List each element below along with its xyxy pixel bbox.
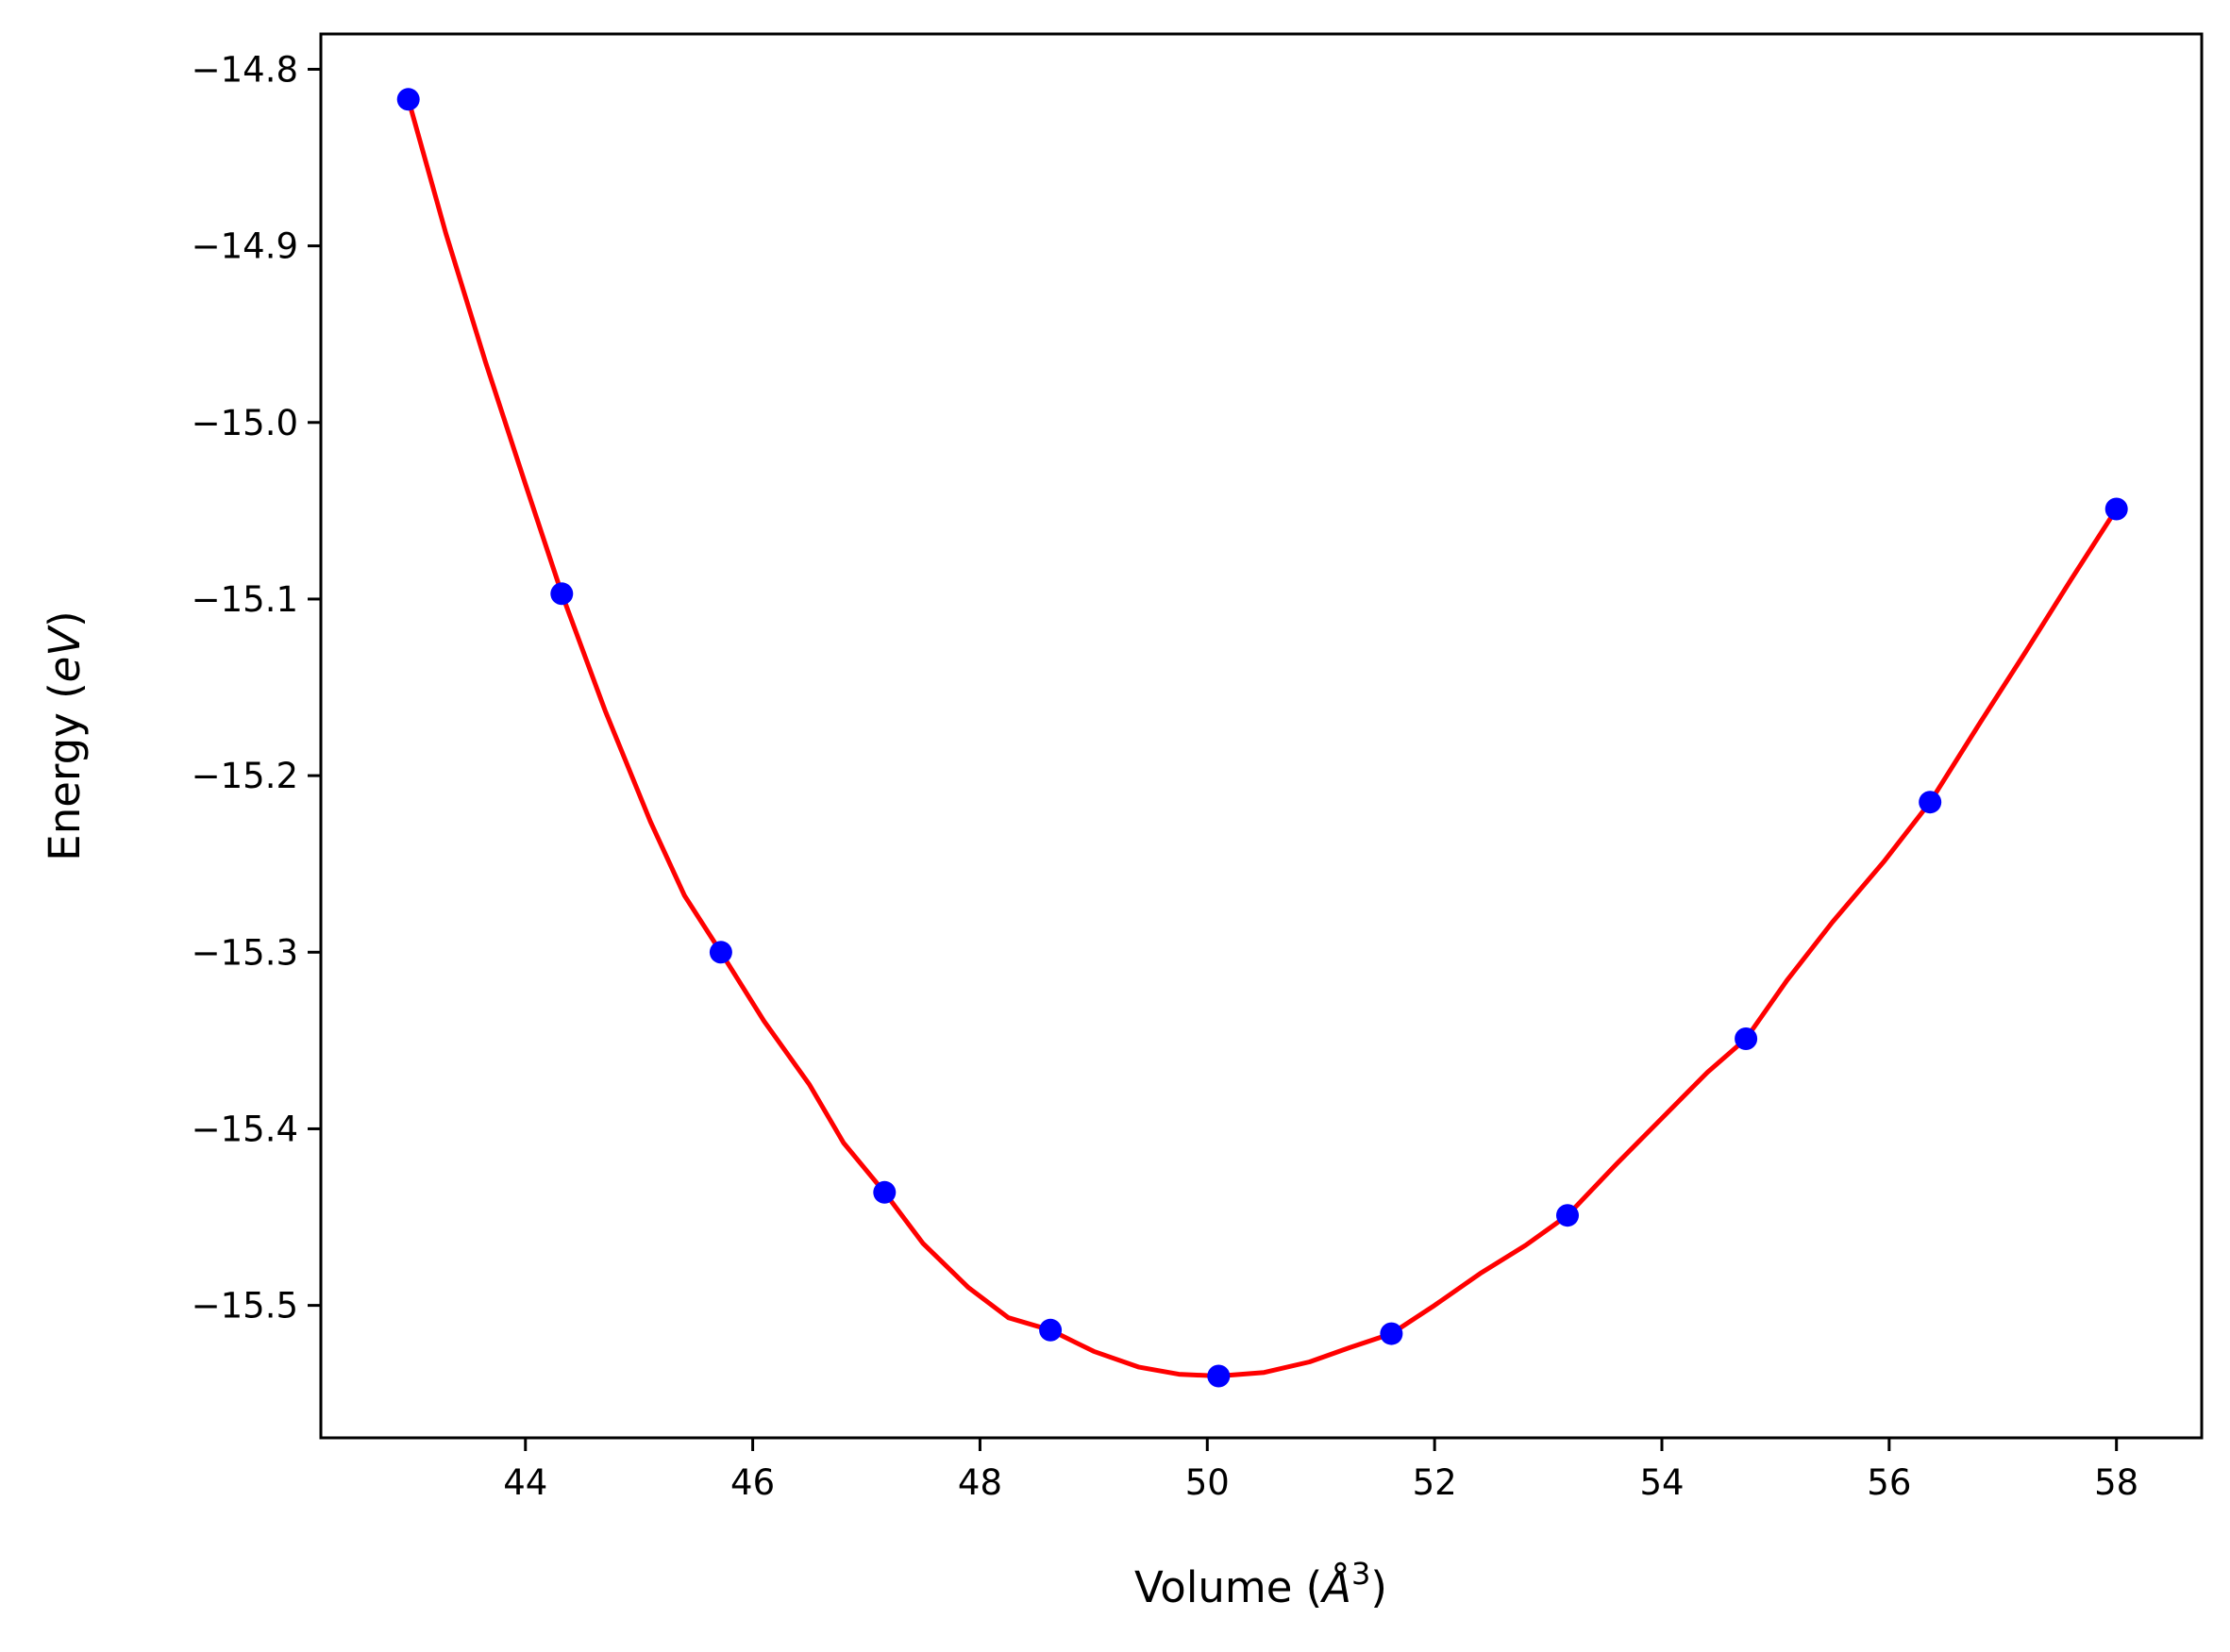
x-tick-label: 48 (958, 1462, 1002, 1503)
data-point (2104, 497, 2128, 521)
x-tick-label: 56 (1867, 1462, 1911, 1503)
axes-layer: 44 46 48 50 52 54 56 58 −14.8 −14.9 −15.0 −15.1 −15.… (192, 49, 2139, 1503)
plot-layer (396, 88, 2128, 1388)
x-tick-label: 50 (1185, 1462, 1230, 1503)
x-tick-label: 58 (2094, 1462, 2138, 1503)
y-axis-label: Energy (eV) (40, 610, 90, 860)
data-point (1735, 1027, 1758, 1050)
data-point (873, 1180, 897, 1204)
x-axis-label: Volume (Å3) (1134, 1556, 1387, 1612)
data-point (1919, 791, 1942, 814)
x-tick-label: 44 (503, 1462, 547, 1503)
y-tick-label: −15.5 (192, 1286, 298, 1327)
data-point (1207, 1364, 1231, 1388)
data-point (550, 582, 574, 606)
y-tick-label: −15.3 (192, 932, 298, 973)
data-point (1380, 1322, 1403, 1345)
x-tick-label: 54 (1639, 1462, 1684, 1503)
y-tick-label: −15.1 (192, 579, 298, 620)
y-tick-label: −14.9 (192, 226, 298, 267)
plot-frame (319, 32, 2204, 1440)
y-tick-label: −14.8 (192, 49, 298, 90)
y-tick-label: −15.4 (192, 1109, 298, 1149)
y-tick-label: −15.2 (192, 756, 298, 796)
data-point (1556, 1204, 1579, 1227)
data-point (709, 941, 732, 964)
y-tick-label: −15.0 (192, 403, 298, 443)
x-tick-label: 52 (1413, 1462, 1457, 1503)
data-point (396, 88, 420, 111)
x-tick-label: 46 (730, 1462, 775, 1503)
data-point (1039, 1318, 1063, 1342)
